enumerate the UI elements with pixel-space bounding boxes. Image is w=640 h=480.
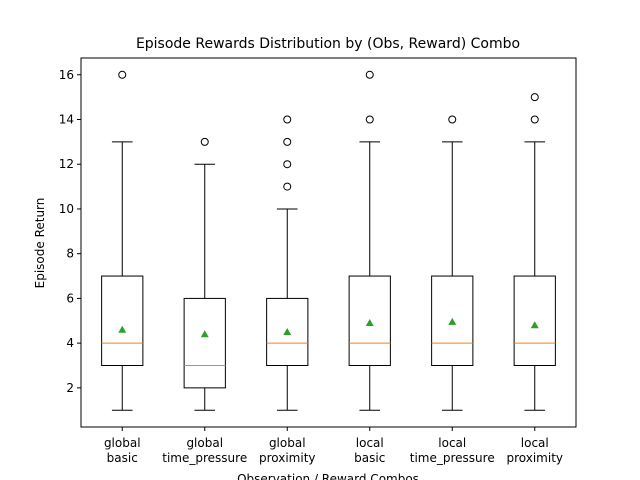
x-tick-label: local proximity xyxy=(506,436,563,465)
box xyxy=(266,297,309,366)
y-tick-label: 8 xyxy=(66,247,74,261)
plot-frame xyxy=(80,57,577,428)
flier xyxy=(118,70,127,79)
y-tick-label: 14 xyxy=(59,113,74,127)
y-tick-label: 10 xyxy=(59,202,74,216)
flier xyxy=(530,115,539,124)
mean-marker xyxy=(283,327,292,335)
box xyxy=(431,275,474,366)
x-axis-label: Observation / Reward Combos xyxy=(237,472,419,480)
y-tick-label: 2 xyxy=(66,381,74,395)
chart-title: Episode Rewards Distribution by (Obs, Re… xyxy=(136,36,520,52)
x-tick-label: local basic xyxy=(354,436,385,465)
y-tick-label: 12 xyxy=(59,157,74,171)
box xyxy=(348,275,391,366)
box xyxy=(513,275,556,366)
y-tick-label: 6 xyxy=(66,291,74,305)
flier xyxy=(365,115,374,124)
x-tick-label: global proximity xyxy=(259,436,316,465)
y-axis-label: Episode Return xyxy=(33,198,47,289)
box xyxy=(183,297,226,389)
mean-marker xyxy=(200,330,209,338)
mean-marker xyxy=(118,325,127,333)
flier xyxy=(530,93,539,102)
box xyxy=(101,275,144,366)
y-tick-label: 16 xyxy=(59,68,74,82)
y-tick-label: 4 xyxy=(66,336,74,350)
mean-marker xyxy=(365,319,374,327)
flier xyxy=(283,137,292,146)
flier xyxy=(283,182,292,191)
flier xyxy=(365,70,374,79)
x-tick-label: local time_pressure xyxy=(410,436,495,465)
flier xyxy=(283,160,292,169)
mean-marker xyxy=(448,317,457,325)
mean-marker xyxy=(530,321,539,329)
flier xyxy=(283,115,292,124)
x-tick-label: global time_pressure xyxy=(162,436,247,465)
x-tick-label: global basic xyxy=(104,436,141,465)
flier xyxy=(448,115,457,124)
flier xyxy=(200,137,209,146)
